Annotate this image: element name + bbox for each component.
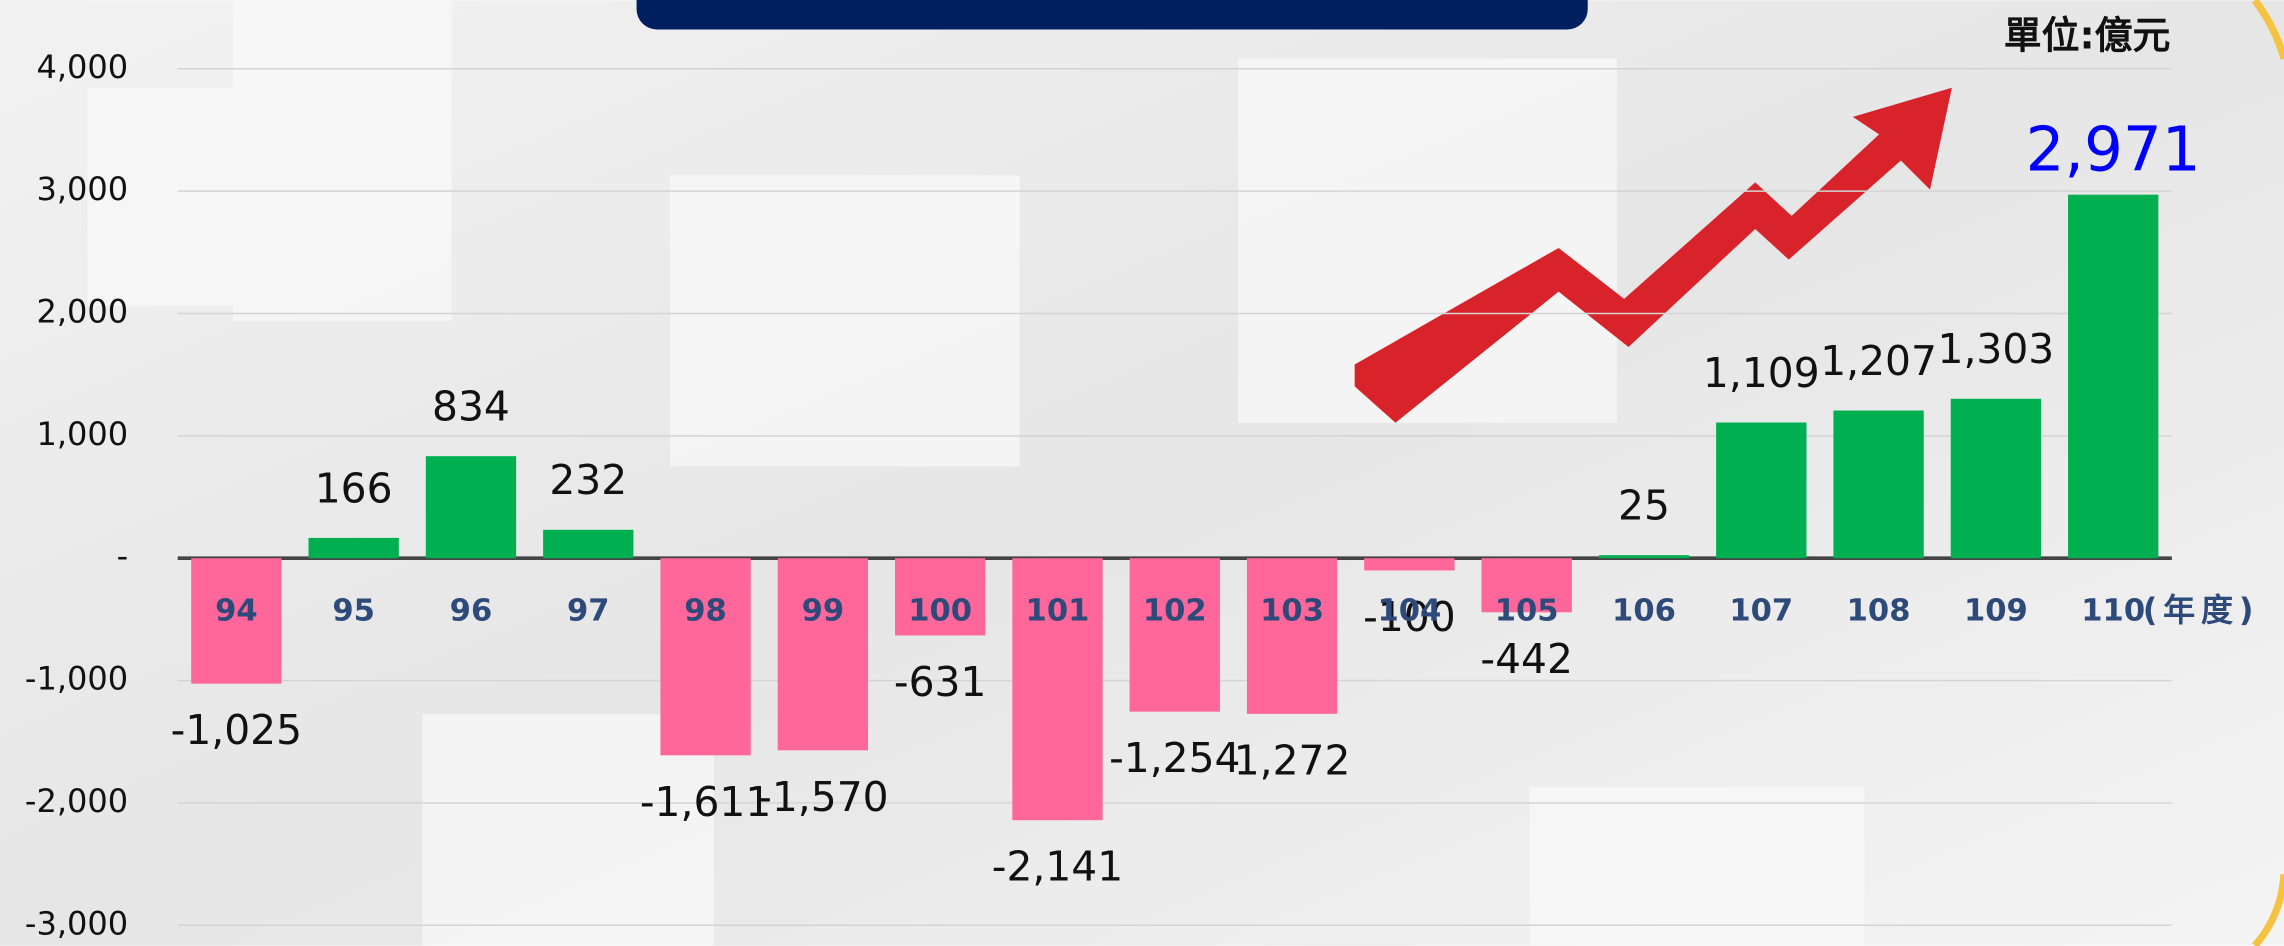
x-tick-label: 107 (1729, 594, 1793, 629)
x-tick-label: 108 (1847, 594, 1911, 629)
chart: 單位:億元 -3,000-2,000-1,000-1,0002,0003,000… (0, 0, 2284, 946)
y-tick-label: - (117, 537, 129, 575)
data-label: 1,272 (1234, 736, 1351, 784)
data-label: -1,254 (1109, 734, 1240, 782)
bar (1833, 411, 1923, 559)
data-label: -2,141 (992, 843, 1123, 891)
x-tick-label: 97 (567, 594, 610, 629)
bar (543, 530, 633, 558)
y-tick-label: 1,000 (36, 415, 128, 453)
data-label: 1,303 (1938, 325, 2055, 373)
bar (778, 558, 868, 750)
data-label: 25 (1618, 482, 1670, 530)
data-label: 2,971 (2026, 114, 2201, 185)
x-tick-label: 105 (1495, 594, 1559, 629)
x-tick-label: 98 (684, 594, 727, 629)
data-label: -1,025 (171, 706, 302, 754)
data-label: 166 (315, 464, 393, 512)
y-tick-label: -2,000 (25, 782, 128, 820)
x-unit-label: (年度) (2143, 591, 2260, 629)
data-label: -1,570 (757, 773, 888, 821)
x-tick-label: 109 (1964, 594, 2028, 629)
data-label: -1,611 (640, 778, 771, 826)
unit-label: 單位:億元 (2004, 14, 2171, 58)
data-label: -631 (894, 658, 987, 706)
bar (309, 538, 399, 558)
bar (1599, 555, 1689, 558)
data-label: 1,207 (1820, 337, 1937, 385)
x-tick-label: 94 (215, 594, 258, 629)
title-banner (637, 0, 1588, 29)
y-tick-label: 3,000 (36, 170, 128, 208)
x-tick-label: 102 (1143, 594, 1207, 629)
x-tick-label: 95 (332, 594, 375, 629)
x-tick-label: 99 (802, 594, 845, 629)
y-tick-label: -1,000 (25, 660, 128, 698)
bar (2068, 195, 2158, 559)
bar (1364, 558, 1454, 570)
y-tick-label: 4,000 (36, 48, 128, 86)
bar (1951, 399, 2041, 558)
x-tick-label: 110 (2081, 594, 2145, 629)
data-label: 232 (549, 456, 627, 504)
bar (660, 558, 750, 755)
x-tick-label: 100 (908, 594, 972, 629)
bar (426, 456, 516, 558)
bar (1716, 423, 1806, 559)
bar (1130, 558, 1220, 711)
data-label: -442 (1480, 635, 1573, 683)
x-tick-label: 101 (1026, 594, 1090, 629)
x-tick-label: 106 (1612, 594, 1676, 629)
bar (1247, 558, 1337, 714)
x-tick-label: 104 (1377, 594, 1441, 629)
data-label: 1,109 (1703, 349, 1820, 397)
y-tick-label: -3,000 (25, 904, 128, 942)
data-label: 834 (432, 383, 510, 431)
x-tick-label: 96 (450, 594, 493, 629)
y-tick-label: 2,000 (36, 292, 128, 330)
x-tick-label: 103 (1260, 594, 1324, 629)
